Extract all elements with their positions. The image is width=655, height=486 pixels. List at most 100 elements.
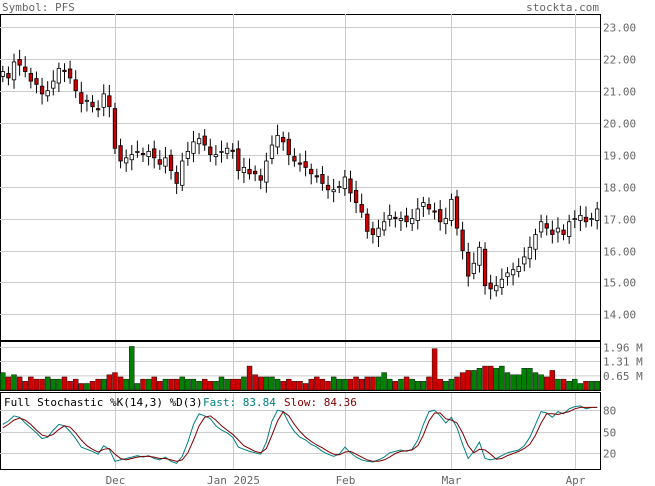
- volume-bar: [185, 378, 191, 391]
- candle-body: [421, 202, 426, 207]
- volume-bar: [420, 381, 427, 391]
- candle-body: [185, 151, 190, 159]
- candle-body: [589, 218, 594, 220]
- candle-body: [533, 234, 538, 250]
- volume-bar: [235, 378, 242, 391]
- candle-body: [331, 189, 336, 193]
- volume-bar: [201, 378, 208, 391]
- volume-bar: [375, 376, 382, 391]
- volume-bar: [246, 365, 253, 391]
- volume-bar: [370, 376, 376, 391]
- candle-body: [67, 68, 73, 79]
- candle-body: [432, 210, 437, 213]
- stoch-tick-label: 50: [603, 427, 616, 440]
- candle-body: [253, 170, 258, 175]
- volume-bar: [521, 368, 528, 391]
- price-tick-label: 22.00: [603, 54, 636, 67]
- candle-body: [258, 175, 263, 181]
- candle-body: [292, 156, 297, 162]
- price-frame: [0, 14, 601, 341]
- candle-body: [325, 184, 331, 191]
- volume-bar: [168, 378, 174, 391]
- price-tick-label: 23.00: [603, 22, 636, 35]
- volume-bar: [538, 374, 544, 391]
- volume-bar: [190, 378, 197, 391]
- candle-body: [146, 151, 151, 157]
- candle-body: [303, 161, 308, 168]
- volume-bar: [381, 372, 387, 391]
- volume-tick-label: 1.96 M: [603, 341, 643, 354]
- volume-bar: [437, 378, 443, 391]
- volume-bar: [44, 376, 51, 391]
- volume-bar: [499, 365, 505, 391]
- price-tick-label: 18.00: [603, 182, 636, 195]
- volume-panel: 1.96 M1.31 M 0.65 M: [0, 341, 643, 391]
- volume-bar: [319, 378, 326, 391]
- volume-bar: [39, 378, 45, 391]
- candle-body: [275, 135, 280, 148]
- candle-body: [62, 69, 67, 72]
- volume-bar: [555, 378, 561, 391]
- stoch-frame: [0, 392, 601, 470]
- candle-body: [516, 266, 521, 273]
- volume-bar: [72, 378, 79, 391]
- site-label: stockta.com: [526, 1, 599, 14]
- volume-bar: [336, 378, 342, 391]
- volume-bar: [218, 376, 225, 391]
- volume-bar: [252, 374, 258, 391]
- candle-body: [112, 108, 118, 149]
- volume-bar: [78, 383, 85, 391]
- candle-body: [73, 79, 78, 92]
- candle-body: [264, 160, 269, 183]
- candle-body: [482, 248, 488, 287]
- candle-body: [6, 73, 11, 79]
- volume-bar: [482, 365, 488, 391]
- volume-bar: [476, 368, 483, 391]
- stoch-slow-label: Slow: 84.36: [284, 396, 357, 409]
- candle-body: [314, 175, 319, 178]
- volume-bar: [84, 383, 90, 391]
- volume-bar: [67, 381, 73, 391]
- candle-body: [555, 227, 561, 233]
- x-tick-label: Feb: [336, 474, 356, 486]
- candle-body: [107, 95, 112, 108]
- candle-body: [438, 209, 443, 223]
- candle-body: [544, 223, 549, 229]
- candle-body: [342, 176, 347, 189]
- candle-body: [449, 198, 454, 221]
- candle-body: [135, 151, 140, 153]
- volume-bar: [157, 381, 163, 391]
- candle-body: [269, 144, 275, 159]
- volume-bar: [588, 381, 595, 391]
- candle-body: [376, 227, 381, 237]
- candle-body: [124, 157, 129, 164]
- volume-bar: [577, 383, 584, 391]
- volume-bar: [286, 378, 292, 391]
- x-tick-label: Dec: [106, 474, 126, 486]
- candle-body: [499, 278, 505, 288]
- stoch-tick-label: 80: [603, 405, 616, 418]
- volume-bar: [532, 372, 539, 391]
- candle-body: [157, 159, 162, 165]
- symbol-label: Symbol: PFS: [2, 1, 75, 14]
- stoch-title: Full Stochastic %K(14,3) %D(3): [4, 396, 203, 409]
- candle-body: [538, 221, 544, 233]
- candle-body: [426, 204, 432, 210]
- volume-bar: [549, 370, 556, 391]
- volume-bar: [487, 365, 494, 391]
- volume-bar: [392, 381, 399, 391]
- candle-body: [505, 272, 510, 278]
- volume-bar: [426, 376, 432, 391]
- volume-bar: [459, 372, 466, 391]
- volume-bar: [465, 370, 471, 391]
- volume-bar: [330, 376, 337, 391]
- candle-body: [11, 61, 17, 81]
- volume-bar: [544, 376, 550, 391]
- volume-bar: [151, 376, 157, 391]
- volume-bar: [179, 376, 185, 391]
- price-tick-label: 21.00: [603, 86, 636, 99]
- candle-body: [168, 154, 174, 172]
- volume-bar: [454, 376, 460, 391]
- volume-bar: [415, 381, 421, 391]
